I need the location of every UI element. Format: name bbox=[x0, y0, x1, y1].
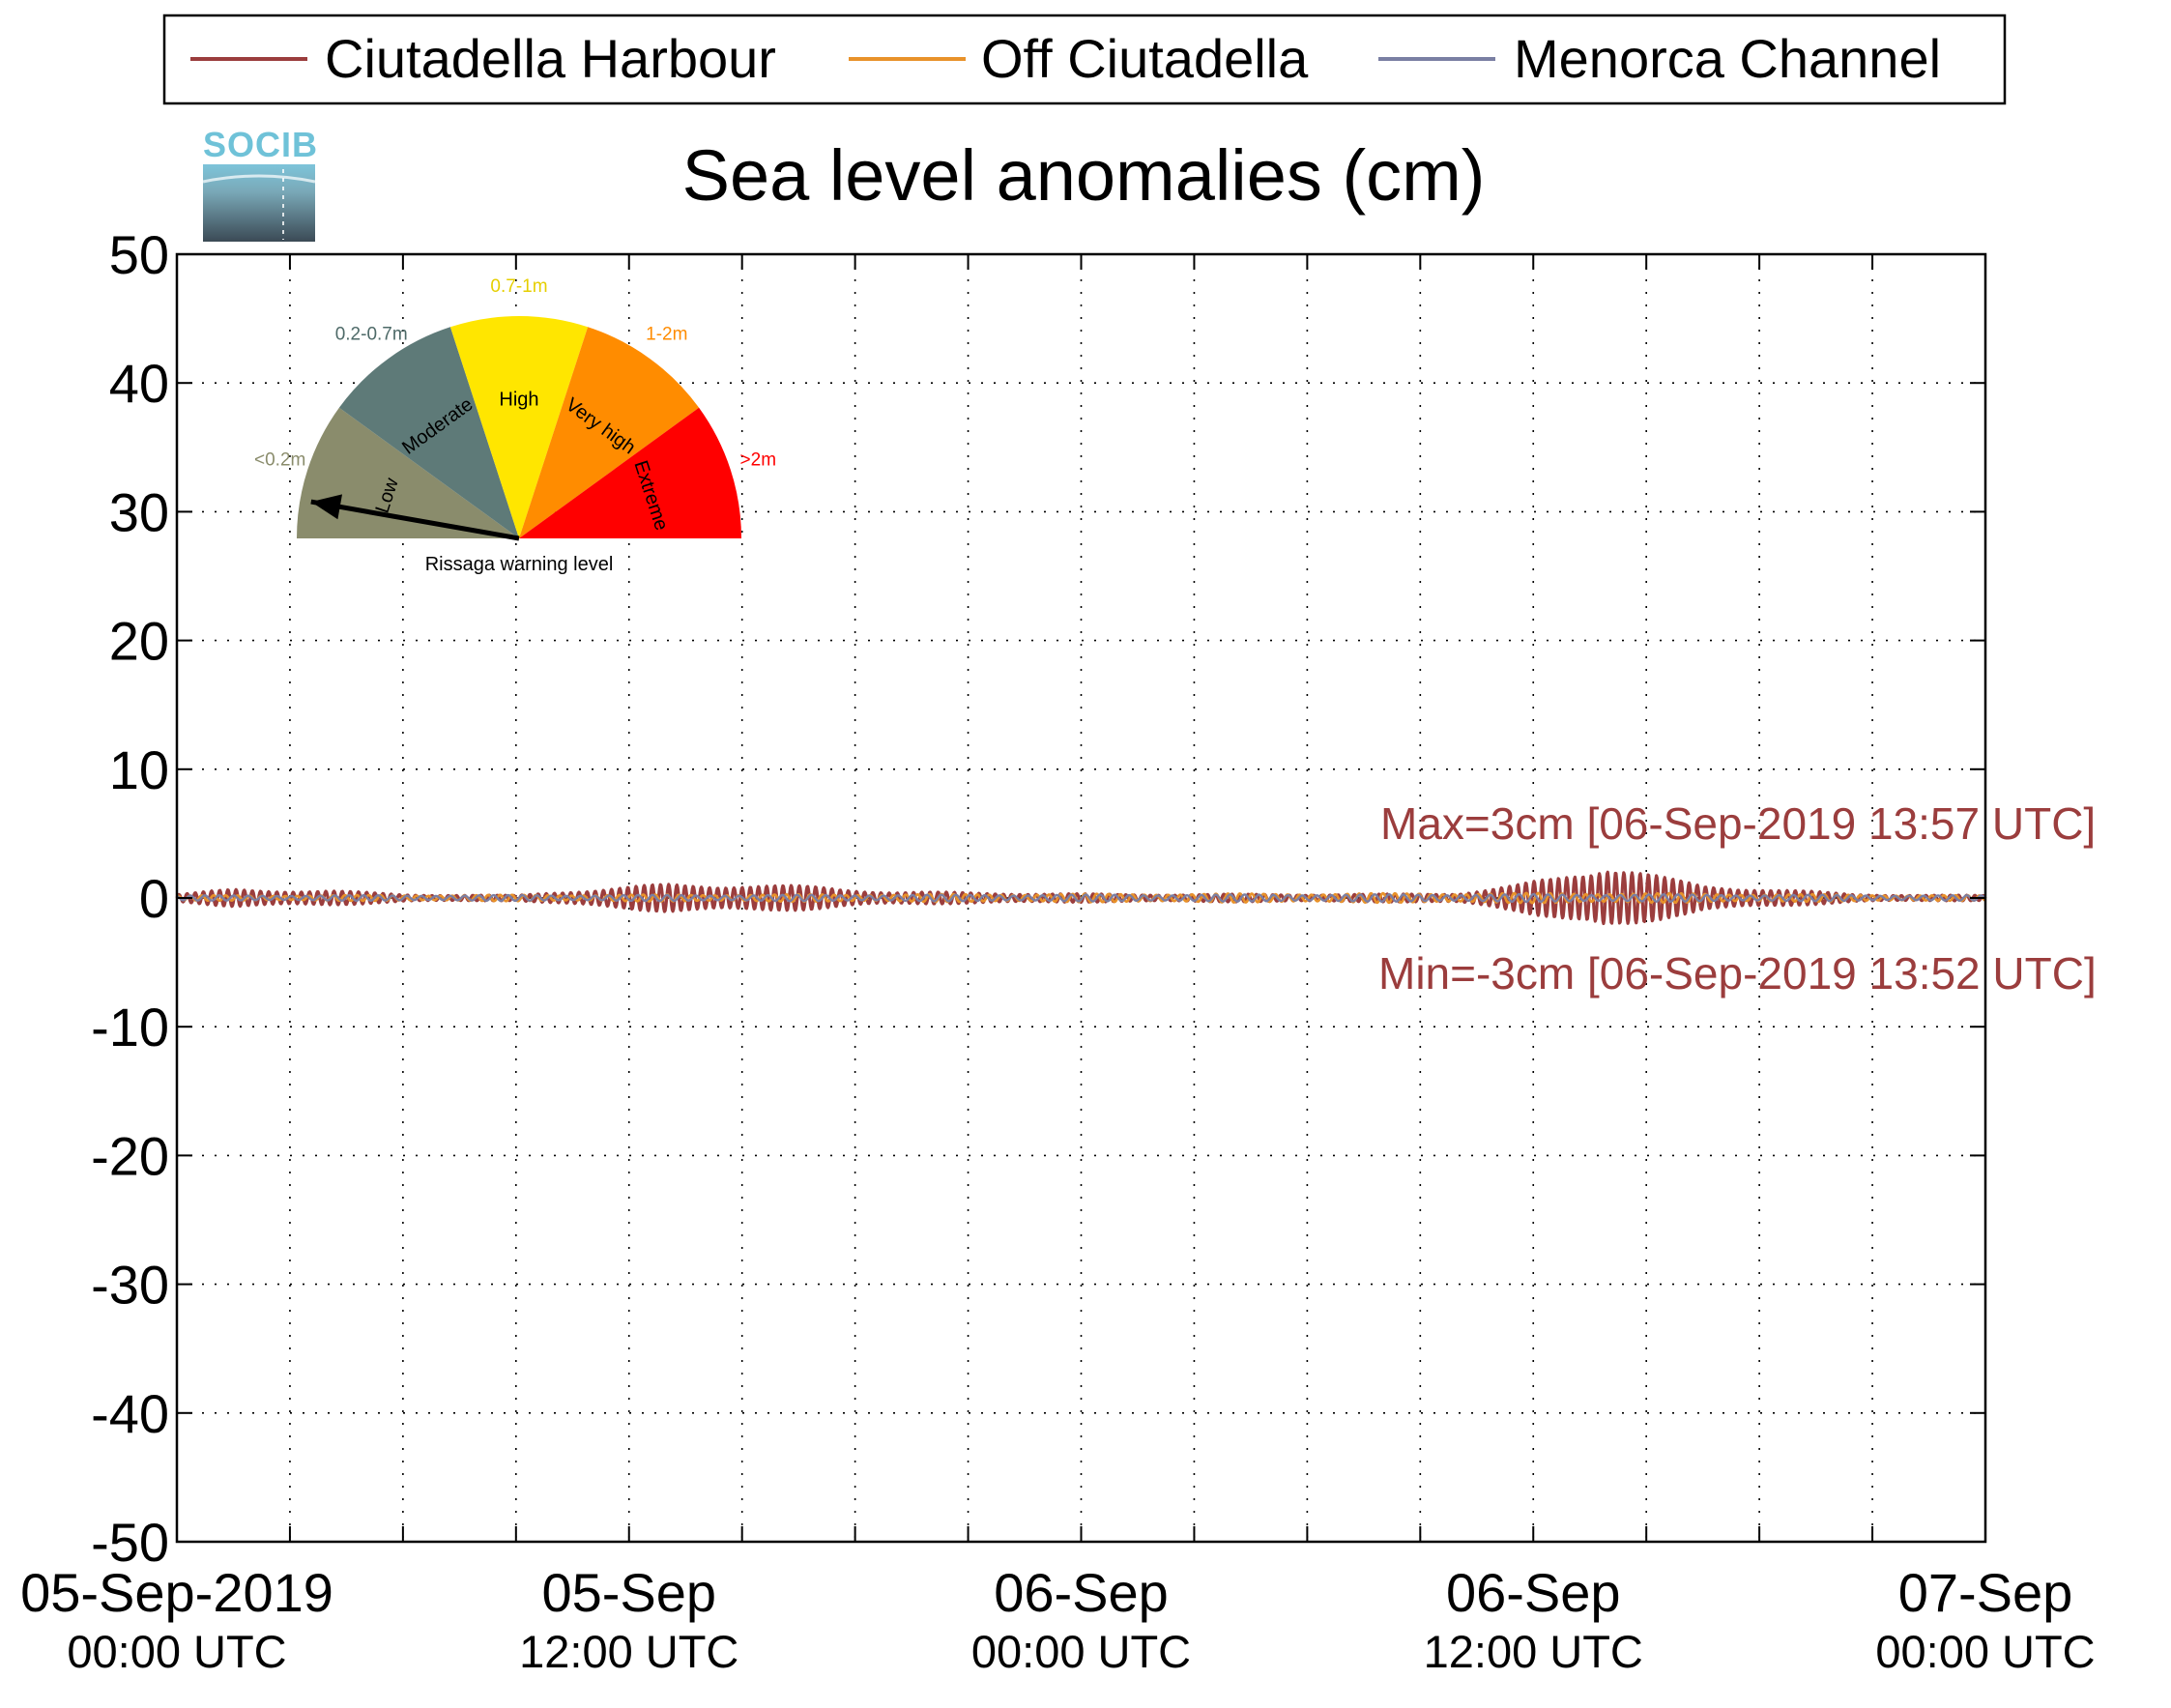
x-tick-label-date: 07-Sep bbox=[1898, 1562, 2073, 1623]
y-tick-label: -40 bbox=[91, 1383, 169, 1444]
x-tick-label-time: 12:00 UTC bbox=[1424, 1626, 1643, 1677]
y-tick-label: -10 bbox=[91, 997, 169, 1057]
legend-label-off-ciutadella: Off Ciutadella bbox=[981, 28, 1309, 89]
y-tick-label: -20 bbox=[91, 1125, 169, 1186]
series-line-ciutadella-harbour bbox=[175, 870, 1987, 926]
gauge-range-label: >2m bbox=[740, 450, 777, 471]
socib-logo-text: SOCIB bbox=[203, 125, 318, 164]
x-tick-label-time: 12:00 UTC bbox=[519, 1626, 738, 1677]
y-tick-label: 40 bbox=[109, 353, 169, 414]
gauge-range-label: <0.2m bbox=[254, 450, 305, 471]
gauge-caption: Rissaga warning level bbox=[425, 554, 614, 575]
min-annotation: Min=-3cm [06-Sep-2019 13:52 UTC] bbox=[1378, 948, 2097, 999]
gauge-range-label: 1-2m bbox=[646, 325, 687, 345]
gauge-sector-very-high bbox=[519, 327, 700, 538]
legend-label-ciutadella-harbour: Ciutadella Harbour bbox=[325, 28, 776, 89]
y-tick-labels: 50 40 30 20 10 0 -10 -20 -30 -40 -50 bbox=[91, 224, 169, 1573]
y-tick-label: -30 bbox=[91, 1255, 169, 1316]
gauge-range-label: 0.2-0.7m bbox=[335, 325, 408, 345]
gauge-needle-head bbox=[310, 494, 342, 520]
gauge-sector-extreme bbox=[519, 407, 741, 538]
y-tick-label: 10 bbox=[109, 739, 169, 800]
tick-layer bbox=[177, 253, 1985, 1543]
gauge-sector-moderate bbox=[338, 327, 519, 538]
y-tick-label: 30 bbox=[109, 481, 169, 542]
x-tick-label-time: 00:00 UTC bbox=[1875, 1626, 2095, 1677]
gauge-sector-label: High bbox=[499, 390, 538, 411]
y-tick-label: 50 bbox=[109, 224, 169, 285]
x-tick-label-date: 06-Sep bbox=[1446, 1562, 1621, 1623]
gauge-range-label: 0.7-1m bbox=[490, 276, 547, 297]
y-tick-label: -50 bbox=[91, 1512, 169, 1573]
y-tick-label: 20 bbox=[109, 611, 169, 672]
max-annotation: Max=3cm [06-Sep-2019 13:57 UTC] bbox=[1380, 798, 2096, 849]
legend-box bbox=[162, 14, 2007, 105]
socib-logo: SOCIB bbox=[202, 125, 318, 242]
y-tick-label: 0 bbox=[139, 868, 169, 929]
gauge-sector-low bbox=[297, 407, 519, 538]
plot-area bbox=[175, 252, 1987, 1544]
x-tick-label-date: 06-Sep bbox=[994, 1562, 1169, 1623]
x-tick-label-date: 05-Sep bbox=[541, 1562, 716, 1623]
legend-label-menorca-channel: Menorca Channel bbox=[1514, 28, 1941, 89]
legend: Ciutadella Harbour Off Ciutadella Menorc… bbox=[162, 14, 2007, 105]
gauge-sector-high bbox=[449, 316, 589, 538]
x-tick-label-time: 00:00 UTC bbox=[971, 1626, 1191, 1677]
series-line-menorca-channel bbox=[176, 892, 1986, 904]
chart-title: Sea level anomalies (cm) bbox=[682, 135, 1486, 216]
series-layer bbox=[175, 870, 1987, 926]
gauge-needle bbox=[310, 499, 520, 541]
x-tick-label-date: 05-Sep-2019 bbox=[20, 1562, 333, 1623]
x-tick-label-time: 00:00 UTC bbox=[67, 1626, 286, 1677]
